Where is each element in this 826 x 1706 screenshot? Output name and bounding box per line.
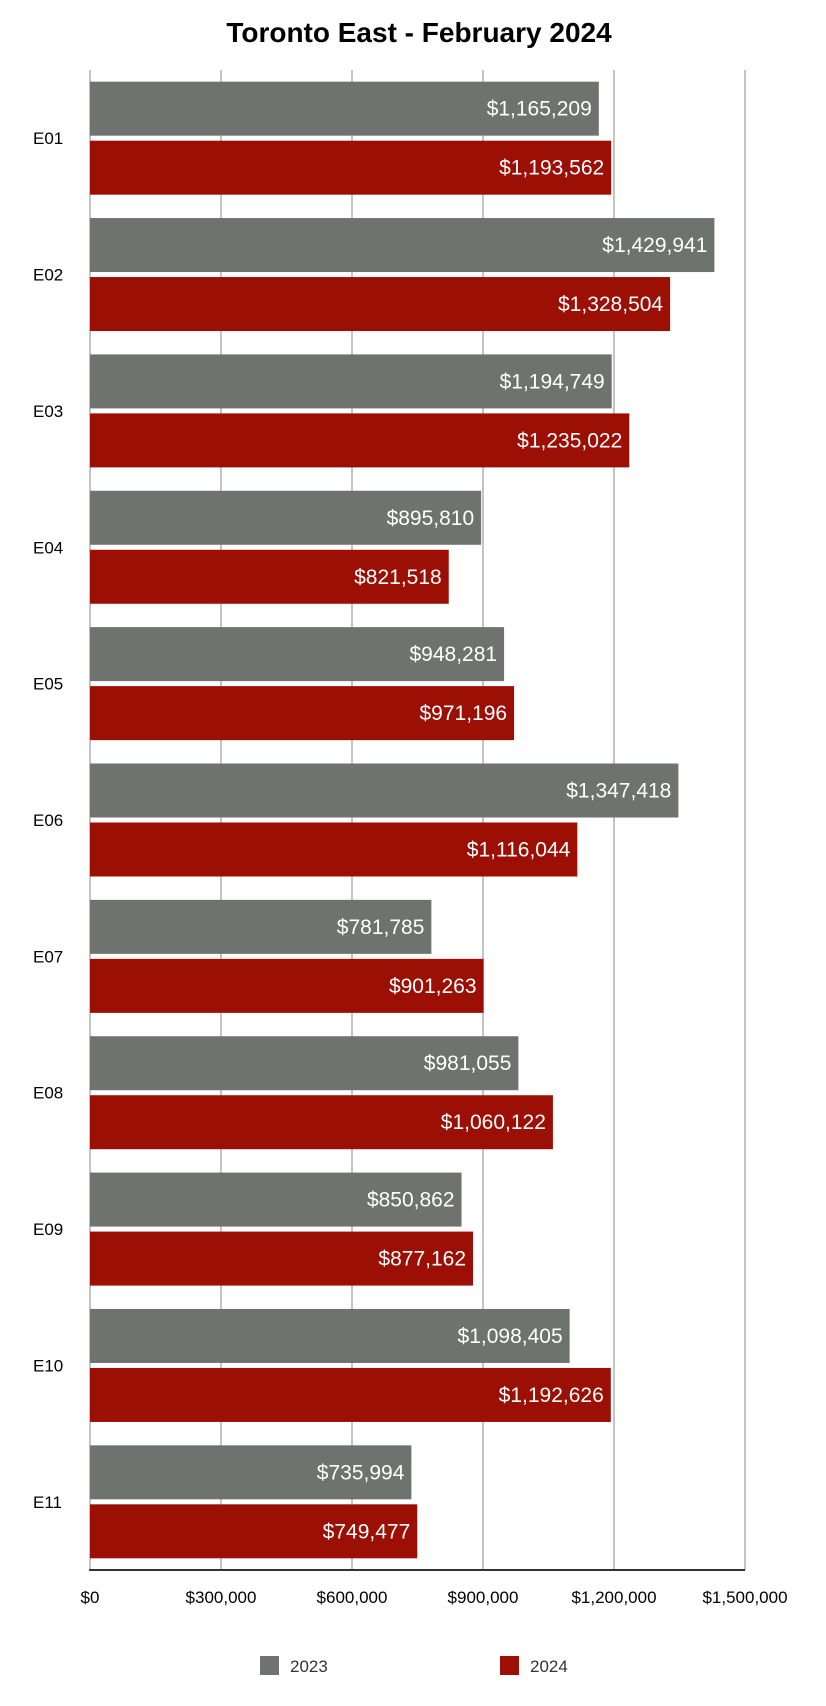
data-label-e05-2023: $948,281: [409, 643, 497, 666]
x-tick-label-3: $900,000: [448, 1588, 519, 1607]
data-label-e06-2024: $1,116,044: [467, 839, 571, 862]
legend-label-2023: 2023: [290, 1657, 328, 1676]
bar-e08-2024: [90, 1095, 553, 1150]
category-label-e06: E06: [33, 811, 63, 830]
bar-e02-2024: [90, 277, 671, 332]
bar-e11-2023: [90, 1445, 412, 1500]
bar-e08-2023: [90, 1036, 519, 1091]
x-tick-label-5: $1,500,000: [702, 1588, 787, 1607]
category-label-e09: E09: [33, 1220, 63, 1239]
category-label-e02: E02: [33, 266, 63, 285]
category-label-e11: E11: [33, 1493, 62, 1512]
bar-e02-2023: [90, 218, 715, 273]
legend-label-2024: 2024: [530, 1657, 568, 1676]
x-tick-label-2: $600,000: [317, 1588, 388, 1607]
bar-e06-2023: [90, 763, 679, 818]
data-label-e10-2023: $1,098,405: [458, 1325, 563, 1348]
data-label-e11-2024: $749,477: [323, 1520, 411, 1543]
data-label-e01-2024: $1,193,562: [499, 157, 604, 180]
bar-e04-2024: [90, 549, 449, 604]
x-tick-labels: $0 $300,000 $600,000 $900,000 $1,200,000 $1,5…: [81, 1588, 788, 1607]
data-label-e07-2024: $901,263: [389, 975, 477, 998]
data-label-e11-2023: $735,994: [317, 1461, 405, 1484]
category-label-e04: E04: [33, 538, 63, 557]
data-label-e02-2023: $1,429,941: [602, 234, 707, 257]
data-label-e10-2024: $1,192,626: [499, 1384, 604, 1407]
legend-swatch-2023: [260, 1656, 279, 1675]
data-labels: $1,165,209 $1,193,562 $1,429,941 $1,328,504…: [317, 98, 708, 1544]
category-label-e08: E08: [33, 1084, 63, 1103]
legend: 2023 2024: [260, 1656, 568, 1676]
category-labels: E01 E02 E03 E04 E05 E06 E07 E08 E09 E10 E11: [33, 129, 63, 1512]
bar-e09-2024: [90, 1231, 474, 1286]
bar-e09-2023: [90, 1172, 462, 1227]
chart-title: Toronto East - February 2024: [226, 17, 612, 48]
bar-e10-2023: [90, 1308, 570, 1363]
data-label-e08-2023: $981,055: [424, 1052, 512, 1075]
bar-series: [90, 81, 715, 1559]
bar-e05-2024: [90, 686, 515, 741]
bar-e04-2023: [90, 490, 482, 545]
bar-e10-2024: [90, 1367, 611, 1422]
bar-e03-2023: [90, 354, 612, 409]
data-label-e05-2024: $971,196: [419, 702, 507, 725]
bar-e01-2024: [90, 140, 612, 195]
data-label-e06-2023: $1,347,418: [566, 780, 671, 803]
data-label-e02-2024: $1,328,504: [558, 293, 663, 316]
data-label-e09-2023: $850,862: [367, 1189, 455, 1212]
category-label-e01: E01: [33, 129, 63, 148]
data-label-e03-2023: $1,194,749: [500, 370, 605, 393]
data-label-e07-2023: $781,785: [337, 916, 425, 939]
category-label-e10: E10: [33, 1356, 63, 1375]
legend-swatch-2024: [500, 1656, 519, 1675]
x-tick-label-4: $1,200,000: [571, 1588, 656, 1607]
data-label-e01-2023: $1,165,209: [487, 98, 592, 121]
category-label-e03: E03: [33, 402, 63, 421]
category-label-e07: E07: [33, 947, 63, 966]
bar-e07-2024: [90, 958, 484, 1013]
bar-e07-2023: [90, 899, 432, 954]
bar-e03-2024: [90, 413, 630, 468]
data-label-e09-2024: $877,162: [378, 1248, 466, 1271]
bar-e11-2024: [90, 1504, 418, 1559]
data-label-e03-2024: $1,235,022: [517, 429, 622, 452]
data-label-e04-2024: $821,518: [354, 566, 442, 589]
x-tick-label-1: $300,000: [186, 1588, 257, 1607]
x-tick-label-0: $0: [81, 1588, 100, 1607]
data-label-e08-2024: $1,060,122: [441, 1111, 546, 1134]
category-label-e05: E05: [33, 675, 63, 694]
bar-e01-2023: [90, 81, 599, 136]
bar-e05-2023: [90, 627, 505, 682]
data-label-e04-2023: $895,810: [387, 507, 475, 530]
bar-e06-2024: [90, 822, 578, 877]
